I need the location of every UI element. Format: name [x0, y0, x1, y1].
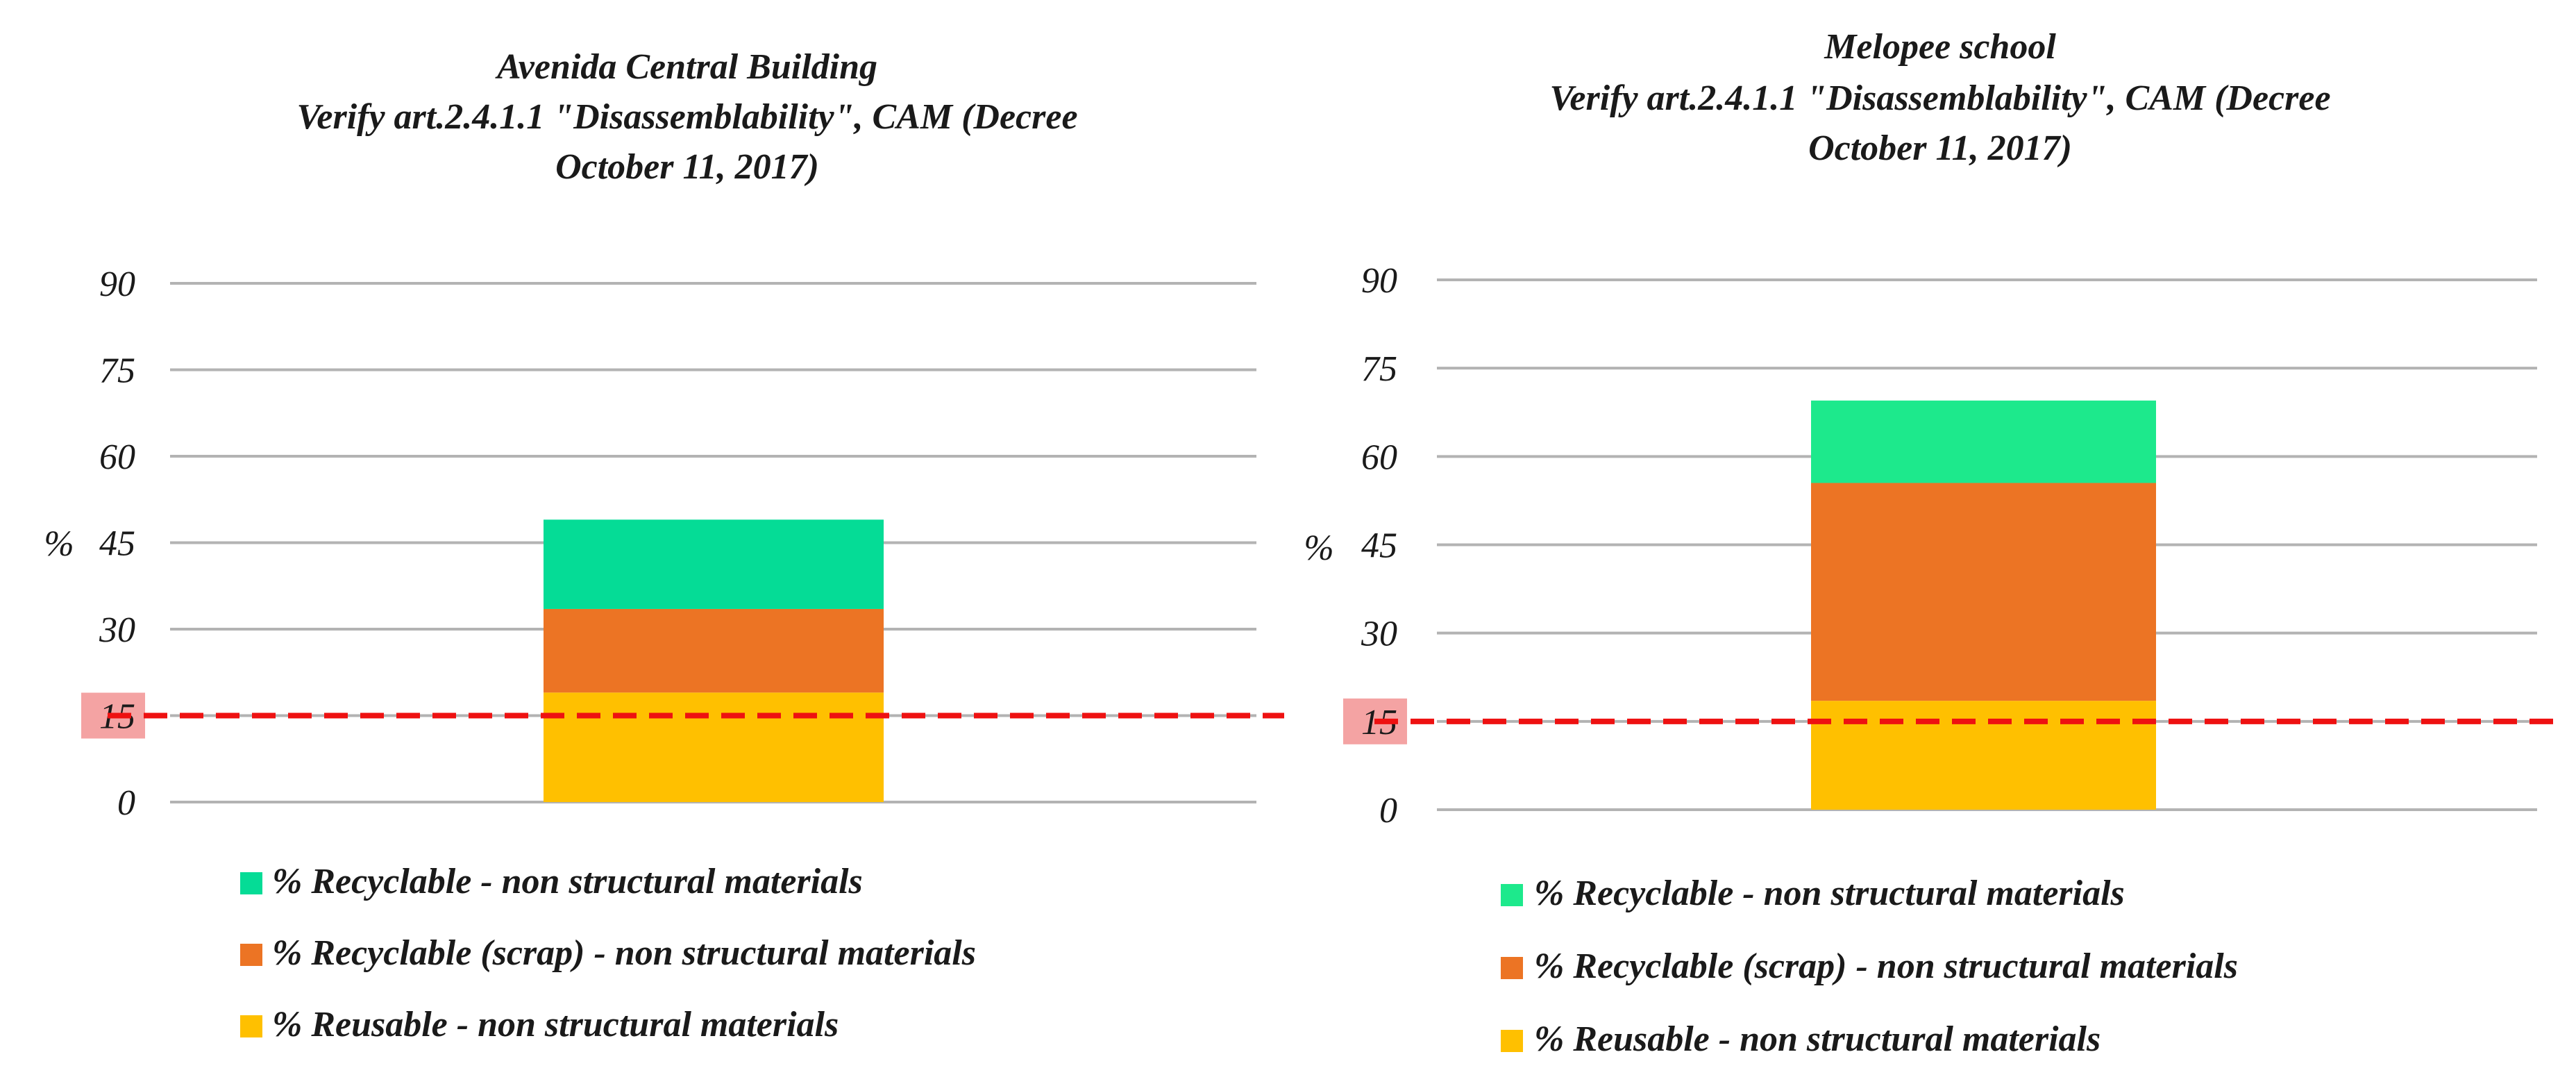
- legend-label: % Recyclable (scrap) - non structural ma…: [1534, 947, 2238, 986]
- y-tick-label: 60: [1361, 437, 1397, 477]
- chart-title-line: October 11, 2017): [555, 147, 819, 187]
- bar-segment-recyclable-non-structural-materials: [544, 519, 884, 609]
- legend-swatch: [1501, 957, 1523, 979]
- y-tick-label: 75: [99, 351, 135, 391]
- legend-swatch: [1501, 1030, 1523, 1052]
- y-axis-label: %: [44, 524, 74, 564]
- bar-segment-reusable-non-structural-materials: [544, 692, 884, 802]
- chart-avenida-central-building: Avenida Central Building Verify art.2.4.1…: [44, 47, 1284, 1044]
- chart-title-line: Avenida Central Building: [495, 47, 877, 87]
- legend-label: % Recyclable - non structural materials: [272, 862, 863, 901]
- legend-swatch: [1501, 884, 1523, 906]
- chart-title-line: Melopee school: [1824, 27, 2056, 67]
- y-tick-label: 30: [1361, 615, 1397, 654]
- legend-label: % Reusable - non structural materials: [272, 1005, 839, 1044]
- legend-swatch: [240, 872, 262, 894]
- y-tick-label: 0: [1379, 791, 1397, 831]
- legend-label: % Recyclable (scrap) - non structural ma…: [272, 933, 976, 973]
- chart-title-line: October 11, 2017): [1808, 128, 2072, 168]
- y-axis-label: %: [1304, 528, 1333, 568]
- y-tick-label: 90: [1361, 261, 1397, 301]
- chart-svg-right: Melopee school Verify art.2.4.1.1 "Disass…: [1304, 27, 2565, 1059]
- y-tick-label: 60: [99, 437, 135, 477]
- bar-segment-recyclable-scrap-non-structural-materials: [544, 608, 884, 693]
- y-tick-label: 75: [1361, 349, 1397, 389]
- legend-label: % Recyclable - non structural materials: [1534, 874, 2125, 913]
- bar-segment-recyclable-scrap-non-structural-materials: [1811, 483, 2156, 701]
- chart-title-line: Verify art.2.4.1.1 "Disassemblability", …: [1549, 78, 2330, 118]
- y-tick-label: 45: [99, 524, 135, 564]
- y-tick-label: 30: [99, 610, 135, 650]
- y-tick-label: 90: [99, 265, 135, 304]
- bar-segment-reusable-non-structural-materials: [1811, 701, 2156, 810]
- chart-svg-left: Avenida Central Building Verify art.2.4.1…: [44, 47, 1284, 1044]
- legend-swatch: [240, 944, 262, 966]
- y-tick-label: 45: [1361, 526, 1397, 566]
- legend-swatch: [240, 1015, 262, 1037]
- bar-segment-recyclable-non-structural-materials: [1811, 400, 2156, 483]
- y-tick-label: 0: [117, 783, 135, 823]
- legend-label: % Reusable - non structural materials: [1534, 1019, 2101, 1059]
- chart-melopee-school: Melopee school Verify art.2.4.1.1 "Disass…: [1288, 0, 2576, 1084]
- chart-title-line: Verify art.2.4.1.1 "Disassemblability", …: [296, 97, 1077, 137]
